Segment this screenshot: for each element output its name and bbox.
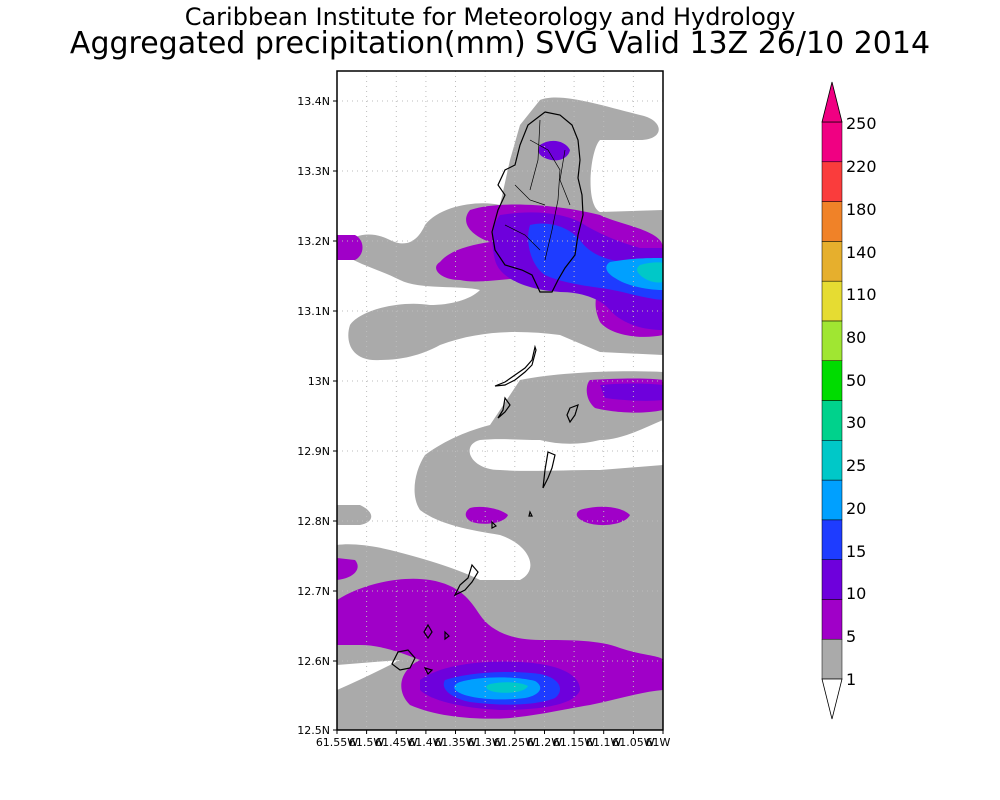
colorbar-labels: 1 5 10 15 20 25 30 50 80 110 140 180 220… [846,114,877,689]
colorbar-segment [821,121,843,163]
x-tick-label: 61.25W [494,736,536,749]
islet-4 [423,667,434,676]
x-tick-label: 61.5W [349,736,384,749]
colorbar-label: 1 [846,670,856,689]
y-tick-label: 12.5N [297,724,330,737]
colorbar-label: 250 [846,114,877,133]
x-tick-label: 61.15W [553,736,595,749]
colorbar-label: 180 [846,200,877,219]
y-tick-label: 12.6N [297,655,330,668]
precip-25-30 [486,262,663,693]
colorbar-segment [821,360,843,401]
canouan-island [566,404,579,424]
x-tick-label: 61W [646,736,671,749]
colorbar-label: 15 [846,542,866,561]
saint-vincent-island [491,111,584,293]
colorbar-segment [821,201,843,242]
y-tick-label: 13.1N [297,305,330,318]
petite-martinique [423,623,433,640]
colorbar-segment [821,638,843,680]
y-tick-label: 12.8N [297,515,330,528]
colorbar-label: 220 [846,157,877,176]
ronde-island [391,649,416,671]
x-tick-label: 61.4W [408,736,443,749]
colorbar-label: 50 [846,371,866,390]
x-tick-label: 61.35W [434,736,476,749]
colorbar-top-arrow [821,81,843,123]
colorbar-segment [821,320,843,361]
x-tick-label: 61.2W [527,736,562,749]
colorbar-segment [821,280,843,322]
y-tick-label: 12.9N [297,445,330,458]
colorbar: 1 5 10 15 20 25 30 50 80 110 140 180 220… [821,81,877,720]
mustique-island [497,396,511,419]
colorbar-label: 20 [846,499,866,518]
colorbar-segment [821,241,843,282]
x-tick-label: 61.55W [316,736,358,749]
colorbar-segment [821,479,843,521]
small-islet-2 [528,510,533,517]
islet-3 [444,630,450,641]
y-tick-label: 13.4N [297,95,330,108]
colorbar-label: 140 [846,243,877,262]
colorbar-label: 30 [846,413,866,432]
chart-title: Caribbean Institute for Meteorology and … [184,3,796,31]
colorbar-segment [821,400,843,441]
carriacou-island [453,563,479,597]
colorbar-segment [821,440,843,481]
colorbar-segment [821,599,843,640]
chart-subtitle: Aggregated precipitation(mm) SVG Valid 1… [69,26,931,61]
colorbar-segments [821,121,843,680]
x-tick-label: 61.05W [612,736,654,749]
colorbar-segment [821,519,843,560]
y-axis: 13.4N 13.3N 13.2N 13.1N 13N 12.9N 12.8N … [297,95,337,737]
x-tick-label: 61.45W [375,736,417,749]
x-tick-label: 61.1W [586,736,621,749]
colorbar-label: 80 [846,328,866,347]
x-tick-label: 61.3W [468,736,503,749]
y-tick-label: 13.3N [297,165,330,178]
colorbar-segment [821,161,843,202]
colorbar-label: 110 [846,285,877,304]
colorbar-label: 5 [846,627,856,646]
y-tick-label: 13N [308,375,330,388]
y-tick-label: 12.7N [297,585,330,598]
y-tick-label: 13.2N [297,235,330,248]
colorbar-bottom-arrow [821,678,843,720]
colorbar-label: 25 [846,456,866,475]
bequia-island [494,344,537,387]
plot-frame [336,70,664,731]
colorbar-segment [821,559,843,600]
small-islet-1 [491,520,498,529]
colorbar-label: 10 [846,584,866,603]
x-axis: 61.55W 61.5W 61.45W 61.4W 61.35W 61.3W 6… [316,730,671,749]
coastlines [391,111,584,676]
mayreau-union [542,451,556,489]
